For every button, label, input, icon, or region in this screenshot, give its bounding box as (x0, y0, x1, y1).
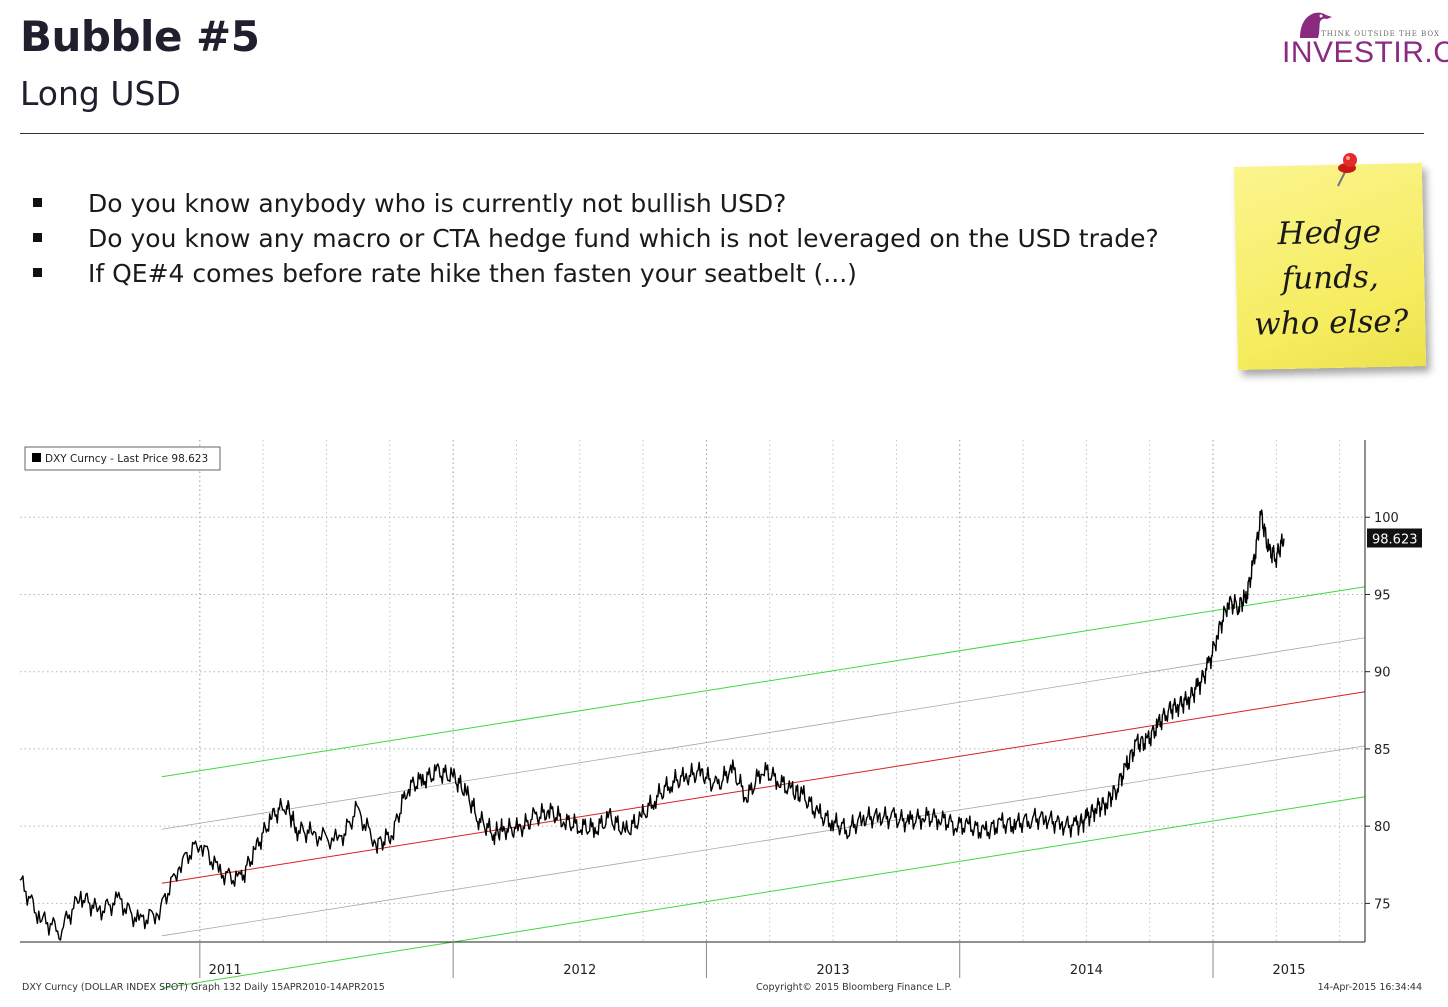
channel-line-upper-mid-band (161, 637, 1366, 830)
footer-source: DXY Curncy (DOLLAR INDEX SPOT) Graph 132… (22, 982, 385, 993)
bullet-item: If QE#4 comes before rate hike then fast… (30, 256, 1159, 291)
regression-channel (161, 586, 1366, 989)
y-tick-label: 90 (1374, 666, 1391, 681)
page-title: Bubble #5 (20, 12, 260, 61)
x-tick-label: 2013 (817, 963, 850, 978)
sticky-note-line: Hedge (1277, 213, 1382, 253)
bullet-list: Do you know anybody who is currently not… (30, 186, 1159, 291)
x-tick-label: 2011 (209, 963, 242, 978)
sticky-note-line: funds, (1281, 258, 1380, 298)
bullet-item: Do you know any macro or CTA hedge fund … (30, 221, 1159, 256)
x-axis-ticks: 2011 2012 2013 2014 2015 (199, 942, 1306, 978)
bullet-text: Do you know anybody who is currently not… (88, 189, 787, 218)
legend-text: DXY Curncy - Last Price 98.623 (45, 453, 208, 465)
footer-copyright: Copyright© 2015 Bloomberg Finance L.P. (756, 982, 952, 993)
legend-swatch-icon (32, 453, 41, 462)
chart-legend: DXY Curncy - Last Price 98.623 (24, 446, 221, 471)
bullet-square-icon (33, 198, 42, 207)
y-tick-label: 85 (1374, 743, 1391, 758)
logo-tagline: THINK OUTSIDE THE BOX (1321, 30, 1440, 38)
x-tick-label: 2012 (563, 963, 596, 978)
y-tick-label: 100 (1374, 511, 1399, 526)
y-tick-label: 95 (1374, 588, 1391, 603)
channel-line-lower-band (161, 796, 1366, 989)
y-axis-ticks: 100 95 90 85 80 75 (1365, 511, 1399, 912)
push-pin-icon (1337, 153, 1357, 187)
x-tick-label: 2014 (1070, 963, 1103, 978)
sticky-note: Hedge funds, who else? (1233, 163, 1427, 370)
bullet-square-icon (33, 268, 42, 277)
page-subtitle: Long USD (20, 74, 181, 113)
sticky-note-line: who else? (1253, 303, 1409, 343)
last-price-tag: 98.623 (1367, 528, 1422, 548)
bullet-square-icon (33, 233, 42, 242)
channel-line-upper-band (161, 586, 1366, 778)
y-tick-label: 80 (1374, 820, 1391, 835)
legend-box (24, 446, 221, 471)
dxy-chart: 100 95 90 85 80 75 2011 2012 2013 2014 2015 98.62… (19, 440, 1422, 993)
logo-name: INVESTIR.CH (1282, 36, 1448, 69)
channel-line-lower-mid-band (161, 745, 1366, 937)
bullet-text: If QE#4 comes before rate hike then fast… (88, 259, 857, 288)
footer-timestamp: 14-Apr-2015 16:34:44 (1318, 982, 1422, 993)
title-divider (20, 133, 1424, 134)
bullet-item: Do you know anybody who is currently not… (30, 186, 1159, 221)
channel-line-regression (161, 691, 1366, 884)
investir-logo[interactable]: THINK OUTSIDE THE BOX INVESTIR.CH (1280, 6, 1448, 69)
sticky-note-text: Hedge funds, who else? (1235, 209, 1426, 348)
x-tick-label: 2015 (1272, 963, 1305, 978)
chart-grid (20, 440, 1365, 942)
last-price-tag-box (1367, 528, 1422, 548)
dxy-price-series (19, 509, 1285, 941)
meerkat-logo-icon (1300, 12, 1332, 38)
last-price-tag-text: 98.623 (1372, 533, 1418, 548)
y-tick-label: 75 (1374, 897, 1391, 912)
bullet-text: Do you know any macro or CTA hedge fund … (88, 224, 1159, 253)
